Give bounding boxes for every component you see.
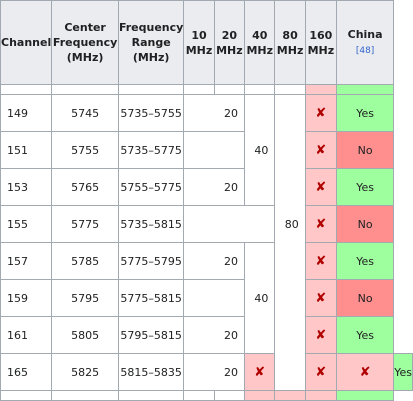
header-width-160: 160 MHz: [304, 0, 337, 85]
china-cell: No: [335, 279, 395, 317]
table-row: 165 5825 5815–5835 20 ✘ ✘ ✘ Yes: [0, 353, 413, 391]
table-row: 159 5795 5775–5815 40 ✘ No: [0, 279, 413, 317]
width-80-cell-blank: [274, 94, 306, 391]
channel-cell: 153: [0, 168, 53, 206]
frequency-range-cell: 5735–5775: [117, 131, 185, 169]
unsupported-160-cell: ✘: [304, 168, 337, 206]
china-cell: No: [335, 131, 395, 169]
width-40-cell: 40: [183, 279, 276, 317]
table-header-row: Channel Center Frequency (MHz) Frequency…: [0, 0, 413, 85]
header-width-20: 20 MHz: [213, 0, 246, 85]
table-row: 155 5775 5735–5815 80 ✘ No: [0, 205, 413, 243]
table-row: 157 5785 5775–5795 20 ✘ Yes: [0, 242, 413, 354]
header-china: China [48]: [335, 0, 395, 85]
unsupported-80-cell: ✘: [304, 353, 337, 391]
china-cell: Yes: [393, 353, 413, 391]
china-cell: Yes: [335, 316, 395, 354]
channel-cell: 161: [0, 316, 53, 354]
center-frequency-cell: 5795: [51, 279, 119, 317]
table-row: 149 5745 5735–5755 20 ✘ Yes: [0, 94, 413, 391]
center-frequency-cell: 5755: [51, 131, 119, 169]
header-width-80: 80 MHz: [274, 0, 306, 85]
width-20-cell: 20: [183, 168, 246, 206]
frequency-range-cell: 5775–5795: [117, 242, 185, 280]
unsupported-160-cell: ✘: [304, 131, 337, 169]
china-cell: Yes: [335, 242, 395, 280]
center-frequency-cell: 5825: [51, 353, 119, 391]
frequency-range-cell: 5735–5815: [117, 205, 185, 243]
spacer-row: [0, 84, 413, 95]
frequency-range-cell: 5815–5835: [117, 353, 185, 391]
center-frequency-cell: 5745: [51, 94, 119, 132]
china-cell: Yes: [335, 94, 395, 132]
unsupported-160-cell: ✘: [304, 205, 337, 243]
header-frequency-range: Frequency Range (MHz): [117, 0, 185, 85]
trailing-row: [0, 390, 413, 401]
china-reference-link[interactable]: [48]: [355, 45, 375, 56]
header-width-40: 40 MHz: [244, 0, 276, 85]
frequency-range-cell: 5795–5815: [117, 316, 185, 354]
table-row: 161 5805 5795–5815 20 ✘ Yes: [0, 316, 413, 354]
china-cell: Yes: [335, 168, 395, 206]
header-channel: Channel: [0, 0, 53, 85]
width-20-cell: 20: [183, 316, 246, 354]
width-20-cell: 20: [183, 94, 246, 132]
unsupported-160-cell: ✘: [304, 279, 337, 317]
channel-cell: 151: [0, 131, 53, 169]
channel-cell: 155: [0, 205, 53, 243]
channel-cell: 157: [0, 242, 53, 280]
frequency-range-cell: 5735–5755: [117, 94, 185, 132]
table-row: 151 5755 5735–5775 40 ✘ No: [0, 131, 413, 169]
unsupported-160-cell: ✘: [304, 94, 337, 132]
width-80-cell: 80: [183, 205, 306, 243]
unsupported-40-cell: ✘: [244, 353, 276, 391]
header-china-label: China: [347, 27, 383, 41]
width-20-cell: 20: [183, 353, 246, 391]
frequency-range-cell: 5755–5775: [117, 168, 185, 206]
frequency-range-cell: 5775–5815: [117, 279, 185, 317]
center-frequency-cell: 5805: [51, 316, 119, 354]
table-row: 153 5765 5755–5775 20 ✘ Yes: [0, 168, 413, 206]
china-cell: No: [335, 205, 395, 243]
unsupported-160-cell: ✘: [304, 242, 337, 280]
header-width-10: 10 MHz: [183, 0, 215, 85]
center-frequency-cell: 5785: [51, 242, 119, 280]
unsupported-160-cell: ✘: [304, 316, 337, 354]
center-frequency-cell: 5765: [51, 168, 119, 206]
channel-cell: 165: [0, 353, 53, 391]
center-frequency-cell: 5775: [51, 205, 119, 243]
width-40-cell: 40: [183, 131, 276, 169]
unsupported-160-cell: ✘: [335, 353, 395, 391]
channel-cell: 149: [0, 94, 53, 132]
channel-cell: 159: [0, 279, 53, 317]
width-20-cell: 20: [183, 242, 246, 280]
header-center-frequency: Center Frequency (MHz): [51, 0, 119, 85]
